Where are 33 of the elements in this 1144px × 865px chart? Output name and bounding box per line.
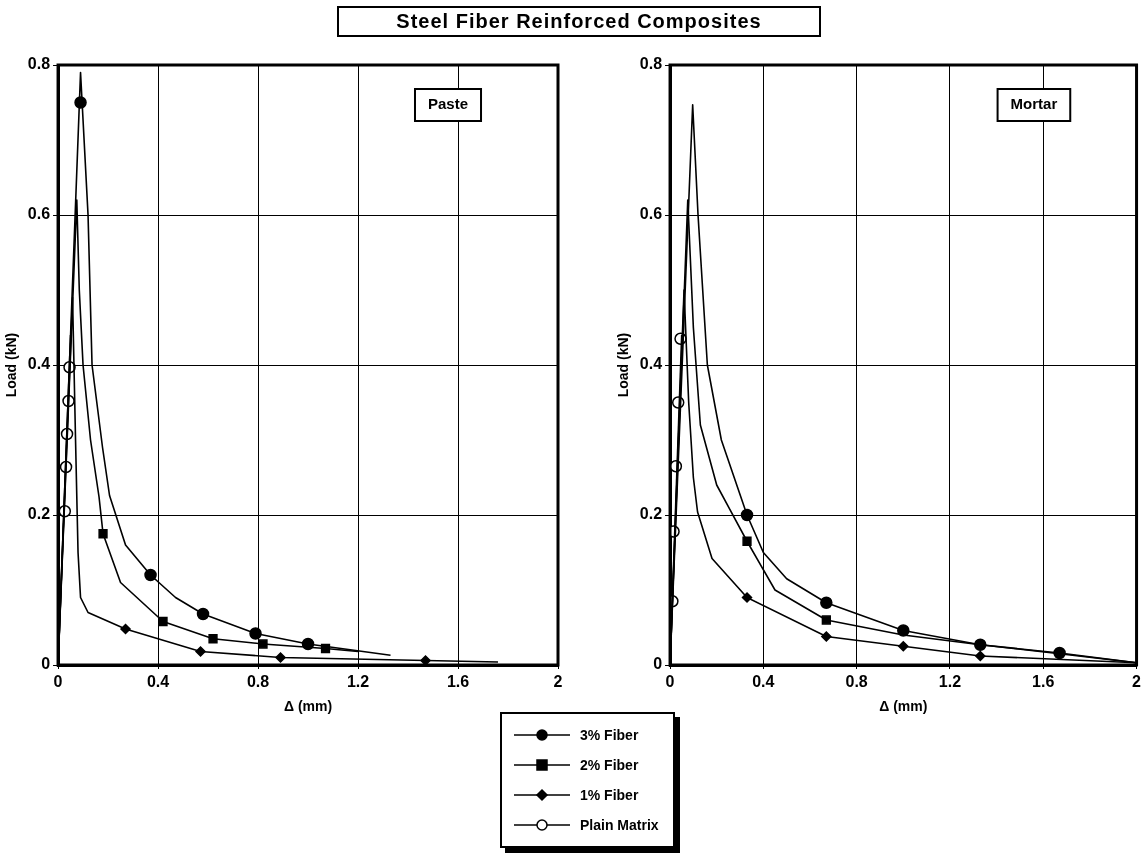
x-tick-label: 1.6 bbox=[1032, 673, 1055, 691]
y-tick-label: 0 bbox=[41, 655, 51, 673]
y-tick-label: 0.6 bbox=[27, 205, 51, 223]
y-tick-label: 0.2 bbox=[27, 505, 51, 523]
x-tick-label: 0.4 bbox=[752, 673, 775, 691]
x-axis-title: Δ (mm) bbox=[879, 698, 928, 715]
y-axis-title: Load (kN) bbox=[615, 332, 632, 398]
annotation: Paste bbox=[427, 95, 469, 113]
legend-label: Plain Matrix bbox=[580, 817, 659, 833]
x-tick-label: 1.6 bbox=[446, 673, 470, 691]
annotation: Mortar bbox=[1010, 95, 1058, 113]
x-axis-title: Δ (mm) bbox=[283, 698, 333, 715]
y-tick-label: 0.8 bbox=[27, 55, 51, 73]
chart-title: Steel Fiber Reinforced Composites bbox=[337, 6, 821, 37]
legend-label: 3% Fiber bbox=[580, 727, 639, 743]
x-tick-label: 2 bbox=[1132, 673, 1142, 691]
y-tick-label: 0.4 bbox=[27, 355, 51, 373]
y-tick-label: 0.4 bbox=[639, 355, 663, 373]
x-tick-label: 0 bbox=[53, 673, 63, 691]
y-tick-label: 0.8 bbox=[639, 55, 663, 73]
x-tick-label: 2 bbox=[553, 673, 563, 691]
y-axis-title: Load (kN) bbox=[3, 332, 20, 398]
x-tick-label: 0.8 bbox=[845, 673, 868, 691]
y-tick-label: 0.2 bbox=[639, 505, 663, 523]
x-tick-label: 0.8 bbox=[246, 673, 270, 691]
y-tick-label: 0 bbox=[653, 655, 663, 673]
y-tick-label: 0.6 bbox=[639, 205, 663, 223]
x-tick-label: 1.2 bbox=[346, 673, 370, 691]
x-tick-label: 0 bbox=[665, 673, 675, 691]
x-tick-label: 1.2 bbox=[938, 673, 962, 691]
legend-label: 2% Fiber bbox=[580, 757, 639, 773]
x-tick-label: 0.4 bbox=[146, 673, 170, 691]
legend-label: 1% Fiber bbox=[580, 787, 639, 803]
